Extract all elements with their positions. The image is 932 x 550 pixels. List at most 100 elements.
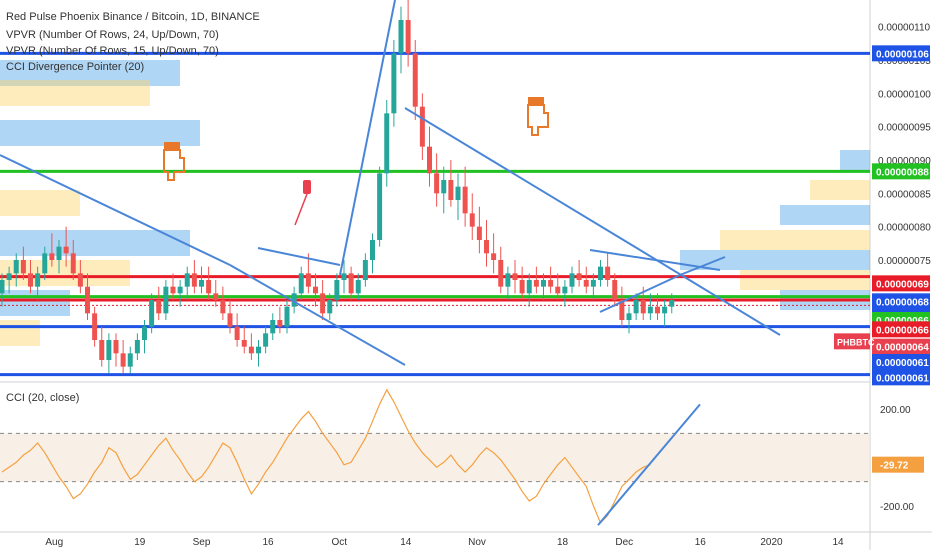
trendline[interactable] [0,154,231,266]
candle-body[interactable] [455,186,461,200]
trendline[interactable] [229,264,406,366]
candle-body[interactable] [227,313,233,327]
price-tag[interactable] [872,45,930,62]
candle-body[interactable] [263,333,269,347]
trendline[interactable] [679,256,726,276]
cci-value-tag[interactable] [872,456,924,473]
candle-body[interactable] [583,280,589,287]
candle-body[interactable] [127,353,133,367]
candle-body[interactable] [469,213,475,227]
candle-body[interactable] [370,240,375,260]
candle-body[interactable] [598,266,603,280]
candle-body[interactable] [20,260,26,274]
candle-body[interactable] [655,306,660,314]
candle-body[interactable] [142,326,147,340]
candle-body[interactable] [590,280,596,287]
candle-body[interactable] [170,286,176,294]
candle-body[interactable] [206,280,212,294]
candle-body[interactable] [355,280,361,294]
candle-body[interactable] [640,300,646,314]
candle-body[interactable] [519,280,525,294]
candle-body[interactable] [327,300,333,314]
candle-body[interactable] [448,180,454,200]
candle-body[interactable] [191,273,197,287]
candle-body[interactable] [484,240,489,254]
candle-body[interactable] [626,313,632,320]
candle-body[interactable] [113,340,119,354]
candle-body[interactable] [341,273,347,280]
candle-body[interactable] [213,293,219,300]
candle-body[interactable] [234,326,240,340]
candle-body[interactable] [177,286,183,294]
trendline[interactable] [339,0,396,276]
indicator-cci-divergence[interactable]: CCI Divergence Pointer (20) [6,61,145,73]
candle-body[interactable] [134,340,140,354]
cci-panel-title[interactable]: CCI (20, close) [6,392,80,404]
candle-body[interactable] [220,300,226,314]
price-tag[interactable] [872,338,930,355]
candle-body[interactable] [576,273,582,280]
candle-body[interactable] [498,260,504,287]
trendline[interactable] [639,249,781,336]
candle-body[interactable] [6,273,12,280]
candle-body[interactable] [348,273,354,294]
candle-body[interactable] [149,300,155,327]
symbol-tag[interactable] [834,333,870,350]
candle-body[interactable] [427,146,432,174]
candle-body[interactable] [569,273,575,287]
candle-body[interactable] [491,253,497,260]
price-tag[interactable] [872,354,930,370]
candle-body[interactable] [28,273,33,287]
candle-body[interactable] [199,280,204,287]
candle-body[interactable] [541,280,546,287]
candle-body[interactable] [277,320,283,327]
candle-body[interactable] [85,286,90,314]
candle-body[interactable] [605,266,611,280]
trendline[interactable] [404,107,641,251]
candle-body[interactable] [647,306,653,314]
indicator-vpvr-15[interactable]: VPVR (Number Of Rows, 15, Up/Down, 70) [6,45,219,57]
candle-body[interactable] [120,353,126,367]
candle-body[interactable] [398,20,404,54]
price-tag[interactable] [872,163,930,180]
candle-body[interactable] [313,286,318,294]
candle-body[interactable] [284,306,290,327]
candle-body[interactable] [70,253,76,274]
candle-body[interactable] [13,260,19,274]
trendline[interactable] [599,274,681,313]
candle-body[interactable] [63,246,69,254]
candle-body[interactable] [248,346,254,354]
candle-body[interactable] [562,286,568,294]
candle-body[interactable] [434,173,440,194]
candle-body[interactable] [391,53,397,114]
candle-body[interactable] [99,340,105,360]
price-tag[interactable] [872,275,930,292]
trendline[interactable] [257,247,341,266]
candle-body[interactable] [56,246,62,260]
candle-body[interactable] [462,186,468,214]
cci-divergence-line[interactable] [597,403,701,526]
candle-body[interactable] [441,180,447,194]
cci-line[interactable] [1,388,651,524]
candle-body[interactable] [377,173,383,240]
candle-body[interactable] [156,300,162,314]
candle-body[interactable] [476,226,482,240]
candle-body[interactable] [256,346,261,354]
candle-body[interactable] [555,286,561,294]
candle-body[interactable] [633,300,639,314]
price-tag[interactable] [872,369,930,386]
candle-body[interactable] [526,280,532,294]
candle-body[interactable] [270,320,276,334]
candle-body[interactable] [77,273,83,287]
candle-body[interactable] [533,280,539,287]
candle-body[interactable] [505,273,511,287]
candle-body[interactable] [298,273,304,294]
candle-body[interactable] [669,300,675,307]
candle-body[interactable] [0,280,5,294]
price-tag[interactable] [872,321,930,338]
indicator-vpvr-24[interactable]: VPVR (Number Of Rows, 24, Up/Down, 70) [6,29,219,41]
candle-body[interactable] [35,273,41,287]
candle-body[interactable] [334,280,340,300]
candle-body[interactable] [42,253,48,274]
